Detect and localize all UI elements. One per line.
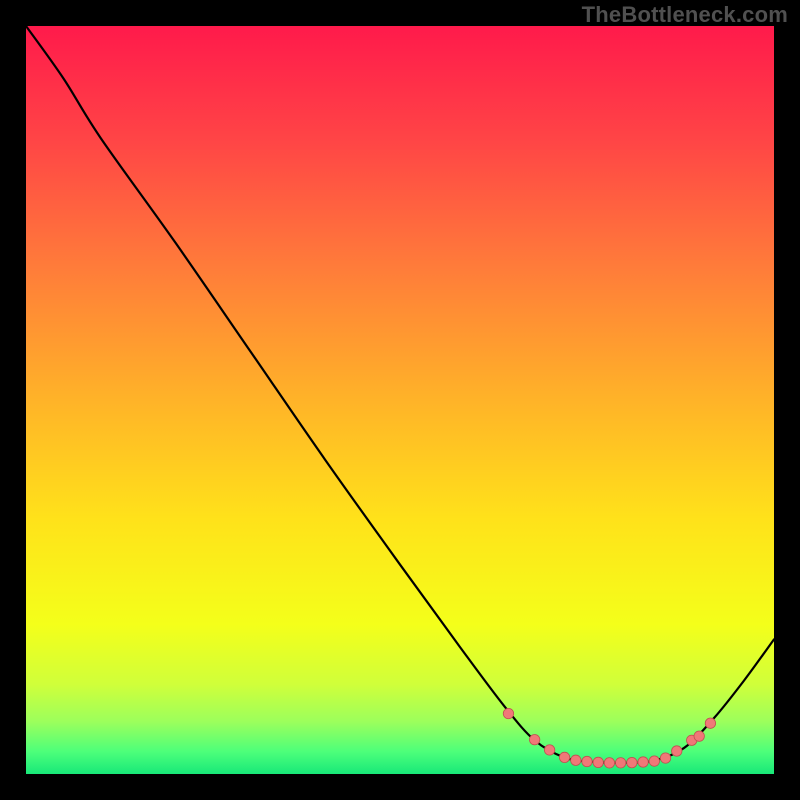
- data-marker: [559, 752, 569, 762]
- data-marker: [660, 753, 670, 763]
- data-marker: [627, 757, 637, 767]
- data-marker: [544, 745, 554, 755]
- data-marker: [571, 755, 581, 765]
- bottleneck-curve-chart: [0, 0, 800, 800]
- data-marker: [529, 734, 539, 744]
- plot-area: [26, 26, 774, 774]
- data-marker: [705, 718, 715, 728]
- watermark-text: TheBottleneck.com: [582, 2, 788, 28]
- data-marker: [503, 708, 513, 718]
- data-marker: [582, 756, 592, 766]
- data-marker: [638, 757, 648, 767]
- data-marker: [672, 746, 682, 756]
- data-marker: [593, 757, 603, 767]
- data-marker: [615, 758, 625, 768]
- chart-root: TheBottleneck.com: [0, 0, 800, 800]
- data-marker: [649, 756, 659, 766]
- data-marker: [604, 758, 614, 768]
- data-marker: [694, 731, 704, 741]
